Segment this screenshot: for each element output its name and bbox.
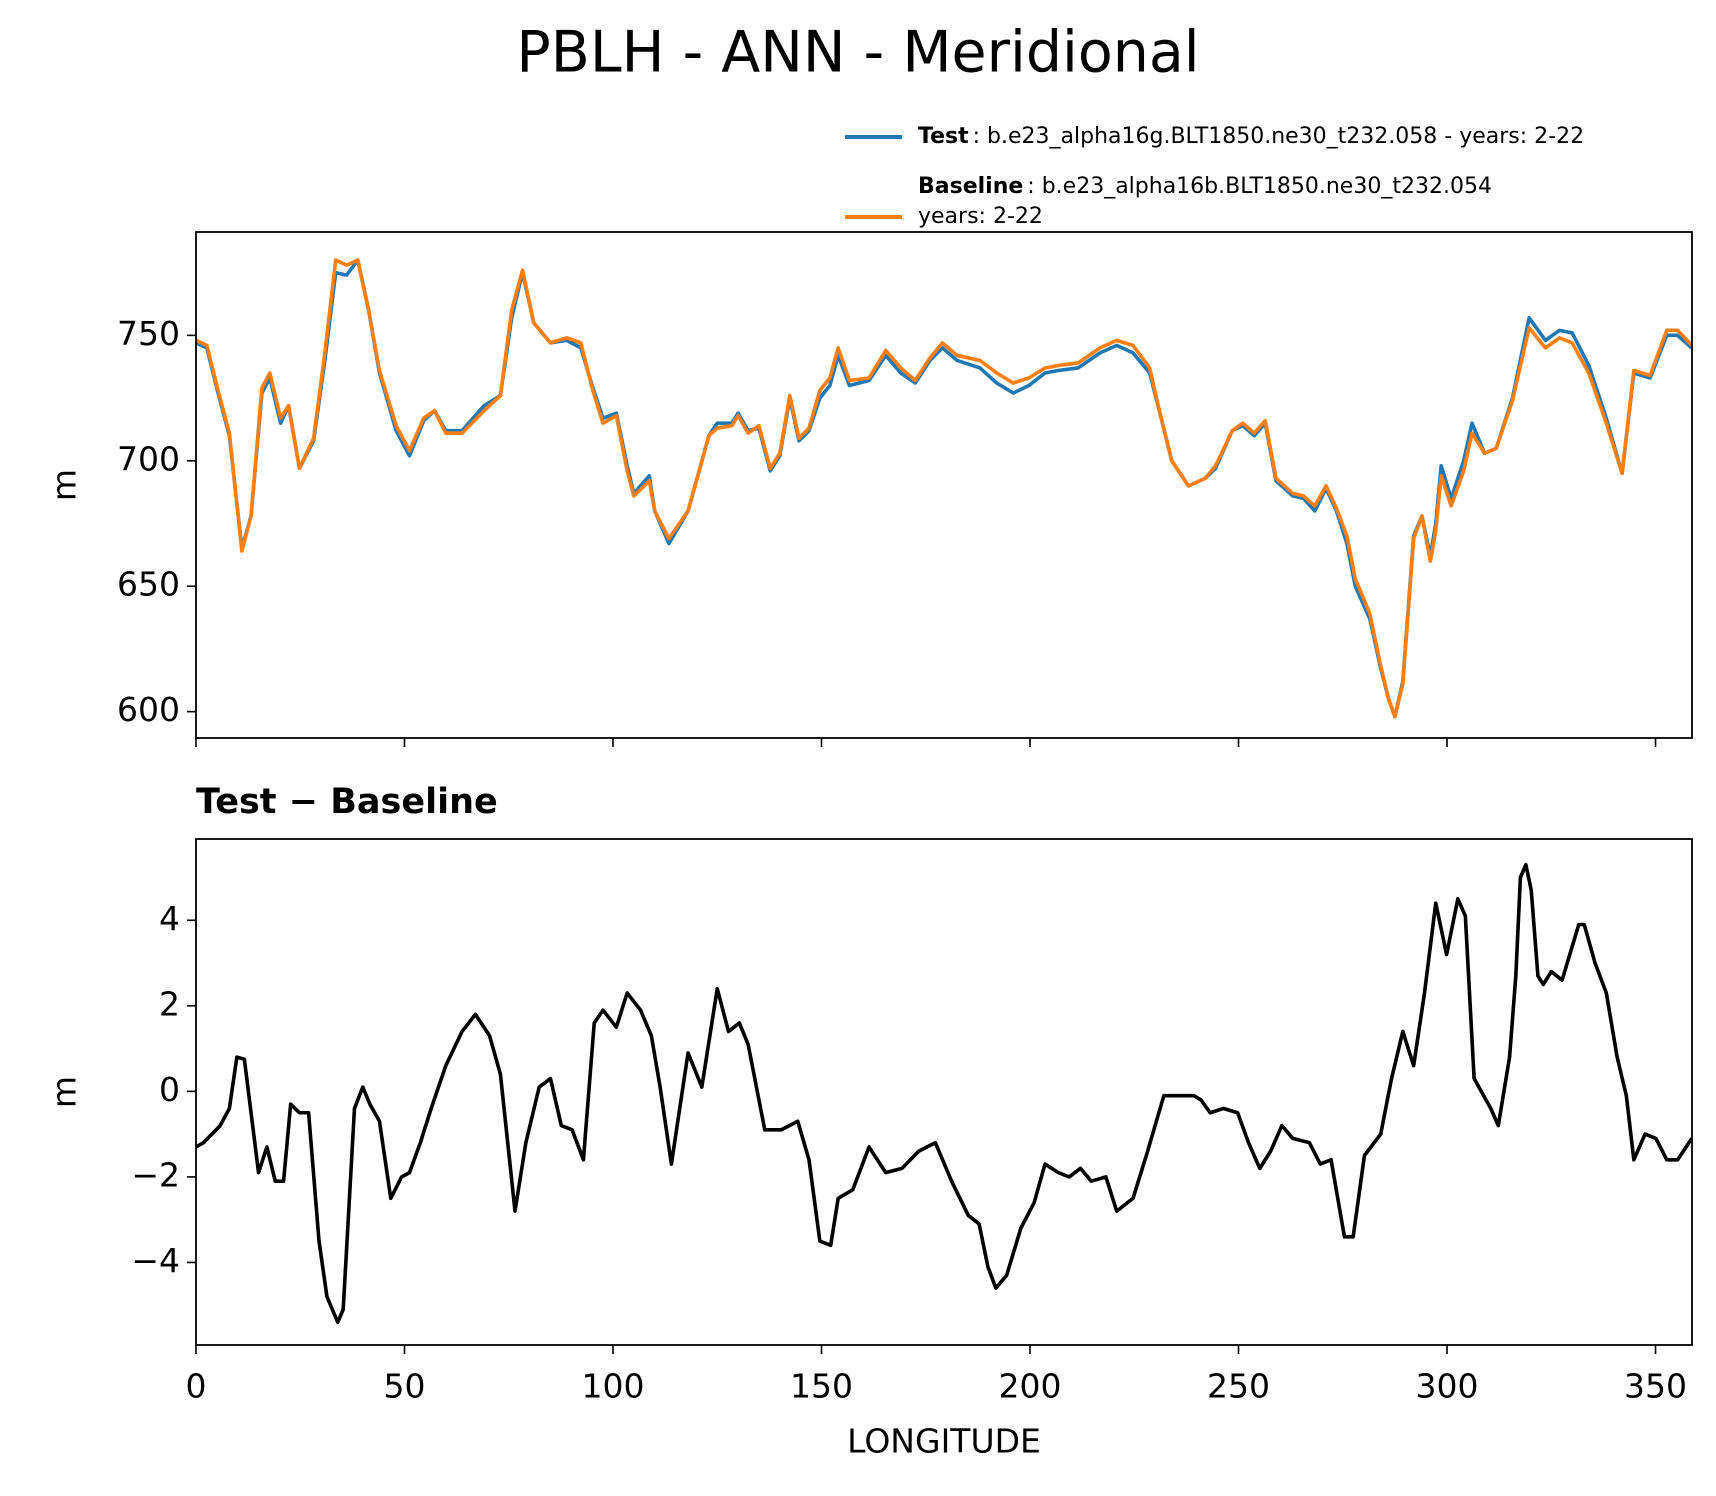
subplot-title: Test − Baseline bbox=[196, 782, 498, 822]
y-tick-label: −2 bbox=[131, 1155, 180, 1194]
y-tick-label: 4 bbox=[159, 899, 180, 938]
y-tick-label: −4 bbox=[131, 1241, 180, 1280]
legend-text: : b.e23_alpha16b.BLT1850.ne30_t232.054 bbox=[1027, 174, 1492, 199]
x-tick-label: 100 bbox=[582, 1367, 645, 1406]
axes-frame bbox=[195, 231, 1693, 739]
y-tick-label: 650 bbox=[117, 565, 180, 604]
x-axis-label: LONGITUDE bbox=[847, 1422, 1041, 1461]
data-line bbox=[196, 258, 1692, 719]
y-axis-label: m bbox=[45, 1076, 84, 1108]
y-tick-label: 0 bbox=[159, 1070, 180, 1109]
axes-frame bbox=[195, 838, 1693, 1346]
x-tick-label: 50 bbox=[384, 1367, 426, 1406]
x-tick-label: 150 bbox=[790, 1367, 853, 1406]
legend-text: : b.e23_alpha16g.BLT1850.ne30_t232.058 -… bbox=[973, 124, 1584, 149]
x-tick-label: 300 bbox=[1416, 1367, 1479, 1406]
chart-title: PBLH - ANN - Meridional bbox=[516, 20, 1199, 86]
y-tick-label: 600 bbox=[117, 690, 180, 729]
x-tick-label: 250 bbox=[1207, 1367, 1270, 1406]
y-tick-label: 700 bbox=[117, 439, 180, 478]
x-tick-label: 200 bbox=[999, 1367, 1062, 1406]
legend-name: Baseline bbox=[918, 174, 1023, 199]
data-line bbox=[196, 258, 1692, 719]
y-axis-label: m bbox=[45, 469, 84, 501]
legend-name: Test bbox=[918, 124, 969, 149]
legend-text: years: 2-22 bbox=[918, 204, 1043, 229]
x-tick-label: 350 bbox=[1624, 1367, 1687, 1406]
y-tick-label: 2 bbox=[159, 984, 180, 1023]
x-tick-label: 0 bbox=[186, 1367, 207, 1406]
y-tick-label: 750 bbox=[117, 314, 180, 353]
data-line bbox=[196, 862, 1692, 1325]
